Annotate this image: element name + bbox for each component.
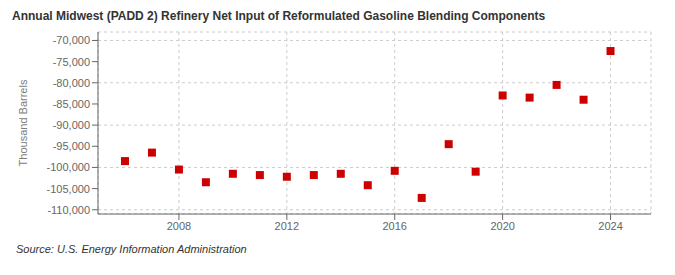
svg-text:-95,000: -95,000 (53, 140, 90, 152)
svg-text:2016: 2016 (382, 220, 406, 232)
svg-text:-100,000: -100,000 (47, 161, 90, 173)
svg-text:-105,000: -105,000 (47, 183, 90, 195)
svg-text:-85,000: -85,000 (53, 98, 90, 110)
svg-text:-70,000: -70,000 (53, 34, 90, 46)
svg-text:Thousand Barrels: Thousand Barrels (17, 79, 29, 166)
svg-text:-110,000: -110,000 (47, 204, 90, 216)
svg-text:2012: 2012 (275, 220, 299, 232)
svg-text:2008: 2008 (167, 220, 191, 232)
svg-text:-90,000: -90,000 (53, 119, 90, 131)
svg-text:-80,000: -80,000 (53, 77, 90, 89)
svg-text:2020: 2020 (490, 220, 514, 232)
svg-text:-75,000: -75,000 (53, 56, 90, 68)
html-text:Source: U.S. Energy Informatio: Source: U.S. Energy Information Administ… (16, 243, 247, 255)
html-text:Annual Midwest (PADD 2) Refine: Annual Midwest (PADD 2) Refinery Net Inp… (12, 9, 546, 23)
svg-text:2024: 2024 (598, 220, 622, 232)
